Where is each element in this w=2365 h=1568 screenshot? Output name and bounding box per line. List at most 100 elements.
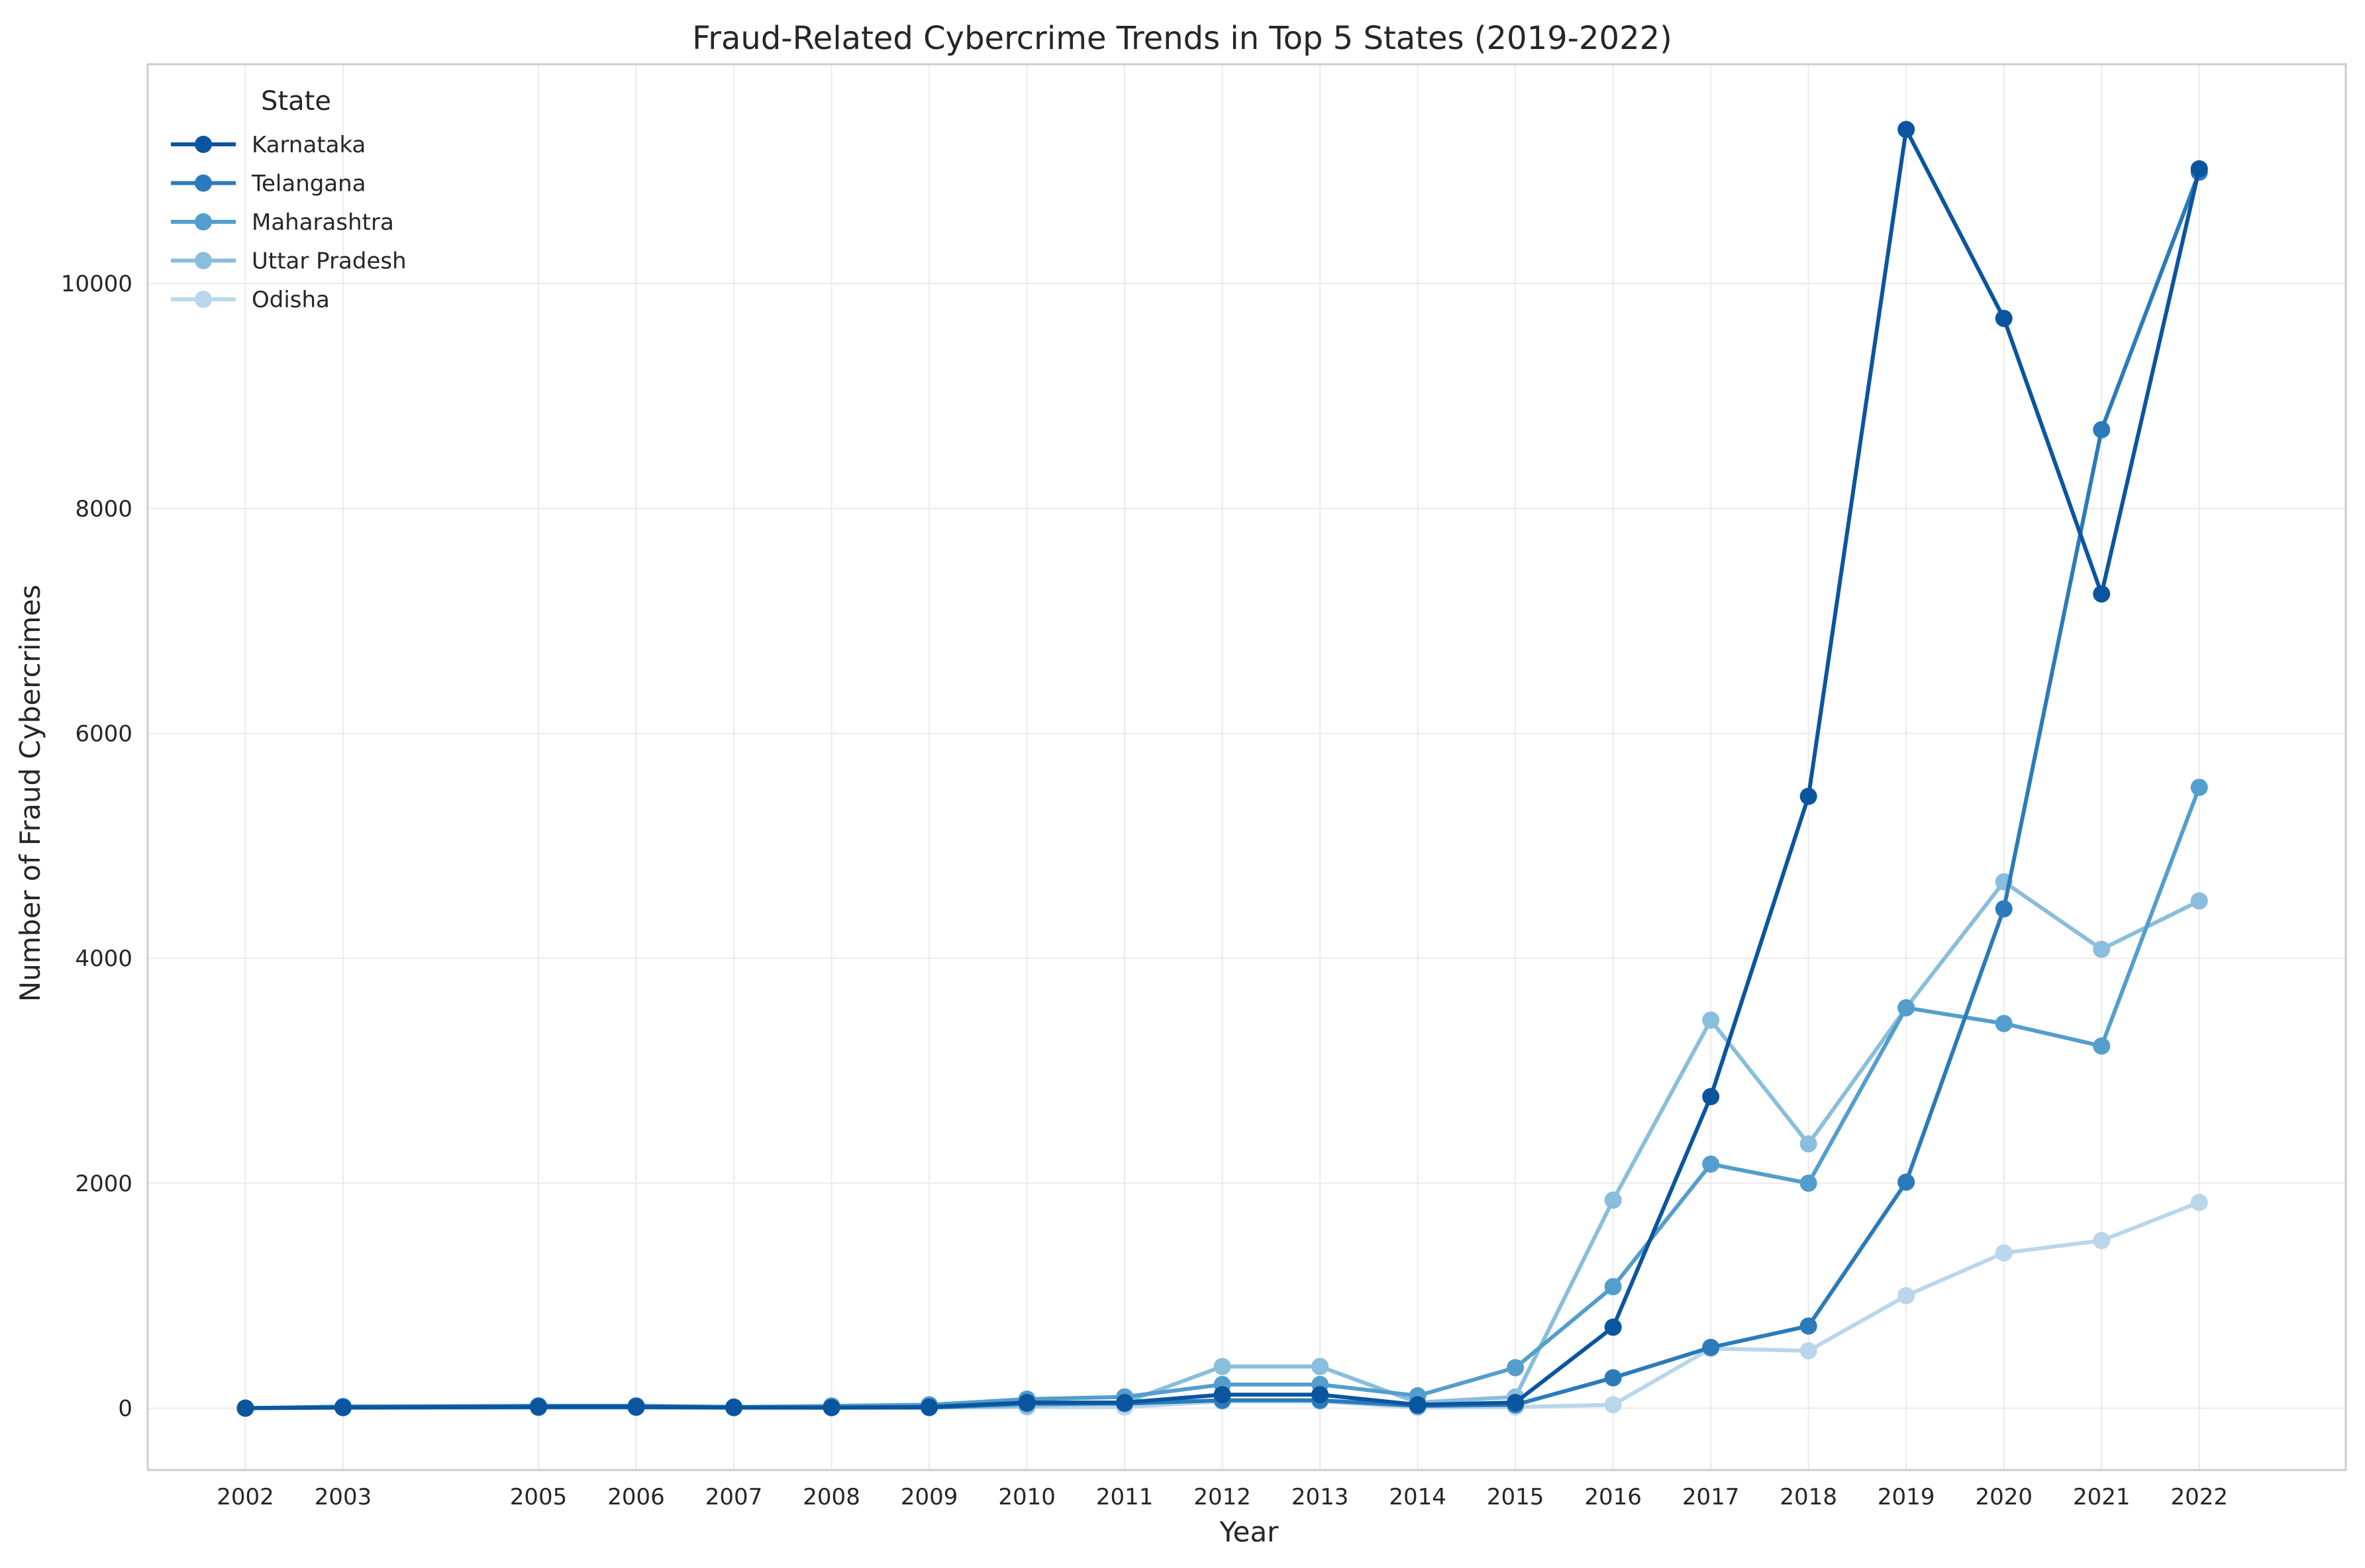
data-point: [1116, 1394, 1134, 1412]
x-tick-label: 2008: [803, 1484, 860, 1510]
data-point: [1995, 900, 2013, 918]
data-point: [823, 1398, 840, 1416]
data-point: [2093, 1232, 2111, 1250]
x-axis-ticks: 2002 2003 2005 2006 2007 2008 2009 2010 2011 2012…: [217, 1484, 2228, 1510]
data-point: [1018, 1394, 1036, 1412]
legend-swatch-marker: [195, 136, 212, 153]
data-point: [1604, 1318, 1622, 1336]
legend-item: Karnataka: [171, 132, 366, 158]
data-point: [1702, 1155, 1720, 1173]
x-tick-label: 2010: [998, 1484, 1056, 1510]
legend-label: Uttar Pradesh: [252, 248, 407, 275]
data-point: [1799, 1174, 1817, 1192]
y-tick-label: 4000: [75, 946, 132, 972]
series-line: [245, 127, 2201, 1410]
data-point: [1799, 1342, 1817, 1359]
x-tick-label: 2018: [1780, 1484, 1837, 1510]
data-point: [1897, 999, 1915, 1016]
y-axis-label: Number of Fraud Cybercrimes: [14, 585, 46, 1002]
data-point: [1799, 1135, 1817, 1153]
legend-item: Odisha: [171, 287, 330, 313]
data-point: [1213, 1386, 1231, 1404]
legend-swatch-marker: [195, 291, 212, 308]
data-point: [1799, 1317, 1817, 1335]
x-tick-label: 2016: [1584, 1484, 1642, 1510]
x-axis-label: Year: [1219, 1516, 1280, 1548]
legend-label: Karnataka: [252, 132, 366, 158]
data-point: [1604, 1369, 1622, 1387]
legend-swatch-marker: [195, 213, 212, 230]
legend-swatch-marker: [195, 174, 212, 192]
data-point: [2190, 779, 2208, 797]
data-point: [921, 1398, 938, 1416]
y-tick-label: 6000: [75, 721, 132, 748]
x-tick-label: 2009: [901, 1484, 958, 1510]
data-point: [1604, 1191, 1622, 1209]
data-point: [1799, 787, 1817, 805]
series-group: [236, 121, 2208, 1417]
data-point: [1311, 1386, 1329, 1404]
x-tick-label: 2021: [2073, 1484, 2131, 1510]
data-point: [2093, 585, 2111, 603]
legend-label: Odisha: [252, 287, 330, 313]
data-point: [2093, 420, 2111, 438]
data-point: [1604, 1278, 1622, 1296]
data-point: [1702, 1088, 1720, 1106]
data-point: [1507, 1394, 1525, 1412]
y-tick-label: 0: [118, 1396, 132, 1422]
x-tick-label: 2006: [607, 1484, 665, 1510]
y-tick-label: 8000: [75, 496, 132, 522]
chart-title: Fraud-Related Cybercrime Trends in Top 5…: [692, 20, 1672, 57]
data-point: [1995, 309, 2013, 327]
legend-title: State: [261, 86, 331, 117]
x-tick-label: 2012: [1193, 1484, 1251, 1510]
data-point: [1409, 1396, 1427, 1414]
x-tick-label: 2013: [1291, 1484, 1349, 1510]
y-tick-label: 10000: [61, 271, 132, 297]
data-point: [2190, 892, 2208, 910]
x-tick-label: 2020: [1975, 1484, 2033, 1510]
x-tick-label: 2014: [1389, 1484, 1446, 1510]
y-axis-ticks: 0 2000 4000 6000 8000 10000: [61, 271, 132, 1422]
data-point: [236, 1399, 254, 1417]
legend: State Karnataka Telangana Maharashtra Uttar…: [171, 86, 407, 313]
x-tick-label: 2017: [1682, 1484, 1740, 1510]
data-point: [1702, 1011, 1720, 1029]
x-tick-label: 2015: [1487, 1484, 1544, 1510]
x-tick-label: 2022: [2170, 1484, 2228, 1510]
data-point: [627, 1398, 645, 1416]
legend-label: Maharashtra: [252, 209, 394, 236]
grid: [148, 64, 2346, 1470]
data-point: [1897, 1173, 1915, 1191]
x-tick-label: 2019: [1878, 1484, 1935, 1510]
legend-item: Maharashtra: [171, 209, 394, 236]
legend-item: Uttar Pradesh: [171, 248, 407, 275]
data-point: [1507, 1359, 1525, 1377]
data-point: [530, 1398, 548, 1416]
data-point: [1995, 1014, 2013, 1032]
legend-item: Telangana: [171, 171, 366, 197]
series-karnataka: [236, 121, 2208, 1417]
x-tick-label: 2011: [1096, 1484, 1154, 1510]
data-point: [1995, 1244, 2013, 1262]
data-point: [2093, 1037, 2111, 1055]
x-tick-label: 2005: [510, 1484, 568, 1510]
data-point: [2093, 940, 2111, 958]
legend-items: Karnataka Telangana Maharashtra Uttar Prade…: [171, 132, 407, 313]
data-point: [1311, 1357, 1329, 1375]
data-point: [1213, 1357, 1231, 1375]
y-tick-label: 2000: [75, 1171, 132, 1197]
data-point: [2190, 1193, 2208, 1211]
data-point: [2190, 160, 2208, 177]
data-point: [1702, 1338, 1720, 1356]
data-point: [334, 1398, 352, 1416]
x-tick-label: 2003: [315, 1484, 372, 1510]
data-point: [1897, 1287, 1915, 1304]
data-point: [1897, 121, 1915, 138]
legend-swatch-marker: [195, 252, 212, 270]
plot-area-frame: [146, 63, 2347, 1471]
data-point: [1604, 1396, 1622, 1414]
legend-label: Telangana: [251, 171, 366, 197]
